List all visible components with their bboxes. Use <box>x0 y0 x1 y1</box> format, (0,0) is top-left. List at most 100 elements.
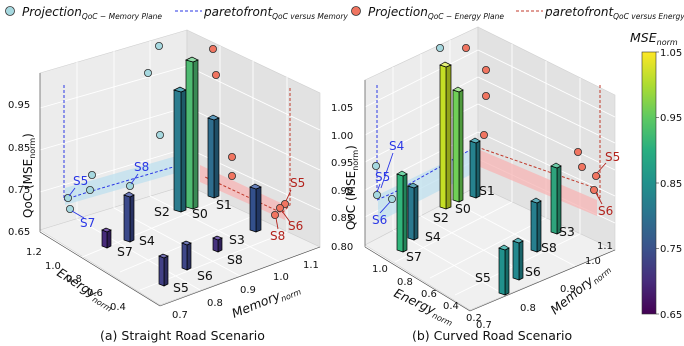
panel-b-label-s7: S7 <box>406 249 422 264</box>
panel-b-bar-s2-front <box>439 64 447 210</box>
panel-b-z-tick: 1.05 <box>331 103 353 114</box>
panel-a-label-s0: S0 <box>192 206 208 221</box>
panel-a-bar-s2-front <box>173 89 182 213</box>
panel-b-annotation-arrows <box>376 152 607 214</box>
colorbar: MSEnorm 0.65 0.75 0.85 0.95 1.05 <box>630 30 682 321</box>
panel-a-label-s8: S8 <box>227 252 243 267</box>
panel-a-z-tick: 0.85 <box>8 143 30 154</box>
colorbar-tick: 1.05 <box>660 48 682 59</box>
panel-a-bar-s5 <box>158 253 169 287</box>
panel-a-bar-s3-top <box>249 183 262 190</box>
panel-b-bar-s2-top <box>439 61 452 68</box>
colorbar-title: MSEnorm <box>630 30 678 47</box>
panel-b-memory-point <box>387 194 396 203</box>
panel-b-bar-s7-top <box>396 170 408 177</box>
panel-b-bar-s8 <box>530 197 542 253</box>
panel-a-bar-s2-side <box>180 89 187 213</box>
panel-a-memory-pareto-line <box>63 85 181 201</box>
panel-a-bar-s1-front <box>207 117 215 199</box>
panel-a-bar-s3 <box>249 183 262 233</box>
panel-a-bar-s5-top <box>158 253 169 259</box>
panel-a-annot-energy-s8: S8 <box>270 229 285 243</box>
panel-b-bar-s4-top <box>407 182 419 189</box>
panel-b-label-s4: S4 <box>425 229 441 244</box>
panel-b-energy-tick: 0.4 <box>443 301 459 312</box>
legend-label-memory-projection: ProjectionQoC − Memory Plane <box>22 5 162 21</box>
panel-a-bar-s0 <box>185 56 199 210</box>
colorbar-tick: 0.65 <box>660 310 682 321</box>
panel-b-bar-s2 <box>439 61 452 210</box>
panel-a-memory-point <box>154 42 163 51</box>
panel-b-energy-plane <box>480 150 597 216</box>
panel-a-z-axis-label: QoC (MSEnorm) <box>21 133 37 218</box>
panel-a-energy-point <box>270 210 279 219</box>
panel-b-memory-tick: 0.9 <box>560 284 576 295</box>
panel-b-label-s6: S6 <box>525 264 541 279</box>
panel-b-bar-s0-front <box>452 89 460 203</box>
panel-a: S2 S0 S1 S3 S4 S7 S8 S6 S5 S5 S7 S8 S5 S… <box>8 29 321 343</box>
panel-b-bar-s0 <box>452 86 464 203</box>
panel-b-bar-s5 <box>498 244 510 296</box>
panel-a-memory-plane <box>65 155 180 205</box>
panel-b-bar-s2-side <box>445 64 452 210</box>
panel-b-energy-point <box>592 171 601 180</box>
panel-b-energy-point <box>479 130 488 139</box>
panel-a-memory-point <box>64 193 73 202</box>
panel-b-memory-points <box>371 44 444 203</box>
panel-a-bar-s6-front <box>181 242 188 271</box>
panel-a-energy-point <box>211 71 220 80</box>
legend-label-memory-pareto: paretofrontQoC versus Memory <box>203 5 348 21</box>
panel-b-caption: (b) Curved Road Scenario <box>412 328 572 343</box>
panel-b-bar-s4-side <box>413 185 419 241</box>
panel-a-bar-s6 <box>181 240 192 271</box>
panel-b-bar-s3-front <box>550 165 558 235</box>
panel-a-caption: (a) Straight Road Scenario <box>100 328 265 343</box>
panel-a-bar-s4-front <box>123 194 131 243</box>
panel-a-bar-s7-top <box>101 227 112 233</box>
panel-a-bar-s8-front <box>212 237 219 253</box>
panel-a-bar-s5-front <box>158 255 165 287</box>
panel-b-annot-energy-s5: S5 <box>605 150 620 164</box>
panel-b-z-tick: 0.90 <box>331 186 353 197</box>
panel-a-bar-s1-top <box>207 114 220 121</box>
panel-b-memory-point <box>371 161 380 170</box>
panel-b-bar-s7 <box>396 170 408 253</box>
panel-b-annot-memory-s6: S6 <box>372 213 387 227</box>
panel-b-label-s5: S5 <box>475 270 491 285</box>
panel-b-energy-point <box>461 44 470 53</box>
panel-b-bar-s3 <box>550 162 562 235</box>
panel-a-bar-s0-top <box>185 56 199 63</box>
panel-a-bar-s8-top <box>212 235 223 241</box>
panel-b-energy-point <box>481 66 490 75</box>
panel-a-annot-energy-s6: S6 <box>288 219 303 233</box>
panel-b-energy-pareto-line <box>479 85 601 201</box>
panel-b-z-tick: 0.80 <box>331 242 353 253</box>
panel-b-bar-s1-front <box>469 140 477 199</box>
colorbar-tick: 0.75 <box>660 244 682 255</box>
legend-label-energy-projection: ProjectionQoC − Energy Plane <box>368 5 504 21</box>
panel-a-bar-s7-front <box>101 229 108 249</box>
panel-a-point-annotations: S5 S7 S8 S5 S8 S6 <box>73 160 305 243</box>
panel-a-memory-point <box>155 130 164 139</box>
panel-b-annot-memory-s4: S4 <box>389 139 404 153</box>
panel-b-energy-point <box>481 92 490 101</box>
panel-b-energy-point <box>590 185 599 194</box>
legend: ProjectionQoC − Memory Plane paretofront… <box>5 5 684 21</box>
panel-b-bar-s5-front <box>498 247 506 296</box>
panel-a-memory-tick: 1.1 <box>303 260 319 271</box>
panel-b-point-annotations: S4 S5 S6 S5 S6 <box>372 139 620 227</box>
panel-b-energy-tick: 0.2 <box>466 313 482 324</box>
panel-b-bar-s0-side <box>458 89 464 203</box>
panel-a-bar-s7-side <box>106 229 112 249</box>
panel-b-bar-s8-top <box>530 197 542 204</box>
panel-b-bar-s6 <box>512 237 524 281</box>
legend-marker-memory-projection <box>5 6 15 16</box>
panel-b-energy-tick: 0.6 <box>421 289 437 300</box>
panel-a-memory-point <box>126 181 135 190</box>
panel-a-label-s3: S3 <box>229 232 245 247</box>
panel-b-energy-tick: 0.8 <box>397 277 413 288</box>
panel-b-bar-s7-side <box>402 173 408 253</box>
panel-b-z-axis-label: QoC (MSEnorm) <box>344 145 360 230</box>
panel-b-memory-tick: 0.8 <box>520 303 536 314</box>
panel-b-bar-s1-top <box>469 137 481 144</box>
